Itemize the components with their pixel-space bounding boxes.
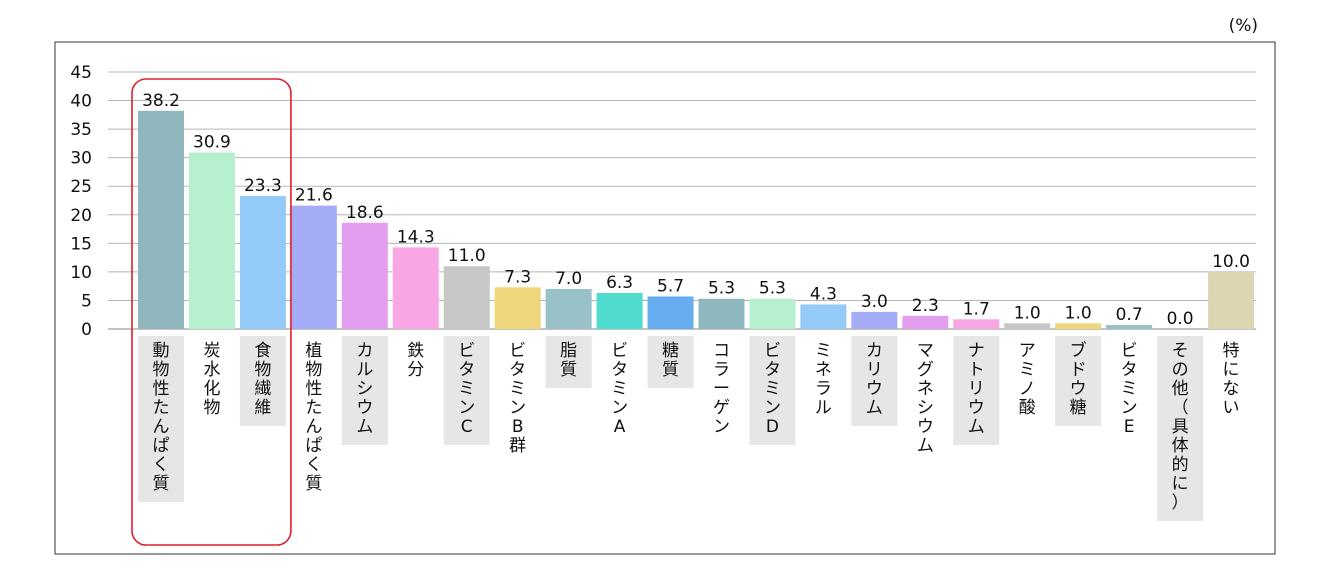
data-label: 23.3 — [244, 176, 282, 196]
bar — [1004, 323, 1051, 329]
data-label: 6.3 — [606, 273, 633, 293]
y-tick-labels: 0 5 10 15 20 25 30 35 40 45 — [70, 63, 92, 340]
category-label: 動物性たんぱく質 — [153, 341, 170, 494]
unit-label: (%) — [1229, 16, 1258, 36]
bar — [290, 205, 337, 329]
category-label-bg — [1055, 336, 1102, 426]
category-label-bg — [341, 336, 388, 445]
bar — [494, 287, 541, 329]
data-label: 1.7 — [963, 299, 990, 319]
category-label: 特にない — [1223, 341, 1240, 418]
data-label: 30.9 — [193, 133, 231, 153]
bar — [1055, 323, 1102, 329]
data-label: 7.3 — [504, 267, 531, 287]
bar — [851, 311, 898, 329]
category-label: ビタミン D — [764, 341, 781, 437]
data-label: 14.3 — [397, 227, 435, 247]
category-label: 炭水化物 — [203, 341, 220, 418]
category-label-bg — [953, 336, 1000, 445]
category-label-bg — [851, 336, 898, 426]
category-label: マグネシウム — [917, 341, 934, 456]
category-label: ビタミン C — [458, 341, 475, 437]
bar — [1106, 325, 1153, 329]
category-label: ナトリウム — [968, 341, 985, 437]
bar — [800, 304, 847, 329]
category-label: ブドウ糖 — [1070, 340, 1087, 418]
category-label-backgrounds — [138, 336, 1204, 521]
highlight-group — [131, 78, 292, 546]
bar — [1208, 271, 1255, 329]
data-label: 3.0 — [861, 292, 888, 312]
category-label-bg — [138, 336, 184, 502]
plot-frame — [54, 41, 1276, 555]
highlight-box — [131, 78, 292, 546]
value-labels: 38.2 30.9 23.3 21.6 18.6 14.3 11.0 7.3 7.0 6.3 5.7… — [142, 91, 1250, 329]
data-label: 1.0 — [1014, 303, 1041, 323]
bar — [749, 298, 796, 329]
y-tick-label: 10 — [70, 263, 92, 283]
category-label: 脂質 — [560, 341, 577, 380]
bar — [953, 319, 1000, 329]
y-tick-label: 20 — [70, 206, 92, 226]
category-label-bg — [749, 336, 796, 445]
category-label: その他（具体的に） — [1172, 341, 1189, 513]
category-label: 食物繊維 — [254, 341, 271, 418]
bar — [138, 110, 184, 329]
bar — [698, 298, 745, 329]
category-label: ビタミン E — [1121, 341, 1138, 437]
bar — [392, 247, 439, 329]
category-label: アミノ酸 — [1019, 341, 1036, 418]
bars — [138, 110, 1255, 329]
data-label: 2.3 — [912, 296, 939, 316]
data-label: 0.0 — [1167, 309, 1194, 329]
category-label: 糖質 — [662, 341, 679, 380]
y-tick-label: 5 — [81, 291, 92, 311]
y-tick-label: 15 — [70, 234, 92, 254]
bar — [902, 315, 949, 329]
category-label-bg — [647, 336, 694, 388]
category-label-bg — [1157, 336, 1204, 521]
y-tick-label: 35 — [70, 120, 92, 140]
bar — [443, 266, 490, 329]
data-label: 0.7 — [1116, 305, 1143, 325]
data-label: 1.0 — [1065, 303, 1092, 323]
category-label: 植物性たんぱく質 — [305, 341, 322, 494]
bar — [545, 289, 592, 329]
y-tick-label: 0 — [81, 320, 92, 340]
bar — [341, 222, 388, 329]
bar — [239, 195, 286, 329]
y-tick-label: 45 — [70, 63, 92, 83]
bar — [188, 152, 235, 329]
category-label: カルシウム — [356, 341, 373, 437]
y-tick-label: 25 — [70, 177, 92, 197]
y-tick-label: 40 — [70, 92, 92, 112]
data-label: 5.3 — [759, 279, 786, 299]
data-label: 4.3 — [810, 284, 837, 304]
category-label-bg — [545, 336, 592, 388]
bar — [647, 296, 694, 329]
category-label: ビタミン B 群 — [509, 341, 526, 456]
data-label: 10.0 — [1212, 252, 1250, 272]
data-label: 5.7 — [657, 276, 684, 296]
category-label: コラーゲン — [713, 341, 730, 437]
category-labels: 動物性たんぱく質 炭水化物 食物繊維 植物性たんぱく質 カルシウム 鉄分 ビタミン C ビタミン… — [153, 340, 1240, 513]
data-label: 21.6 — [295, 186, 333, 206]
category-label: ビタミン A — [611, 341, 628, 437]
category-label: ミネラル — [815, 341, 832, 418]
bar — [596, 293, 643, 329]
category-label-bg — [443, 336, 490, 445]
category-label: カリウム — [866, 341, 883, 418]
data-label: 11.0 — [448, 246, 486, 266]
category-label-bg — [239, 336, 286, 426]
data-label: 7.0 — [555, 269, 582, 289]
category-label: 鉄分 — [407, 341, 424, 380]
data-label: 18.6 — [346, 203, 384, 223]
y-tick-label: 30 — [70, 149, 92, 169]
data-label: 38.2 — [142, 91, 180, 111]
data-label: 5.3 — [708, 279, 735, 299]
